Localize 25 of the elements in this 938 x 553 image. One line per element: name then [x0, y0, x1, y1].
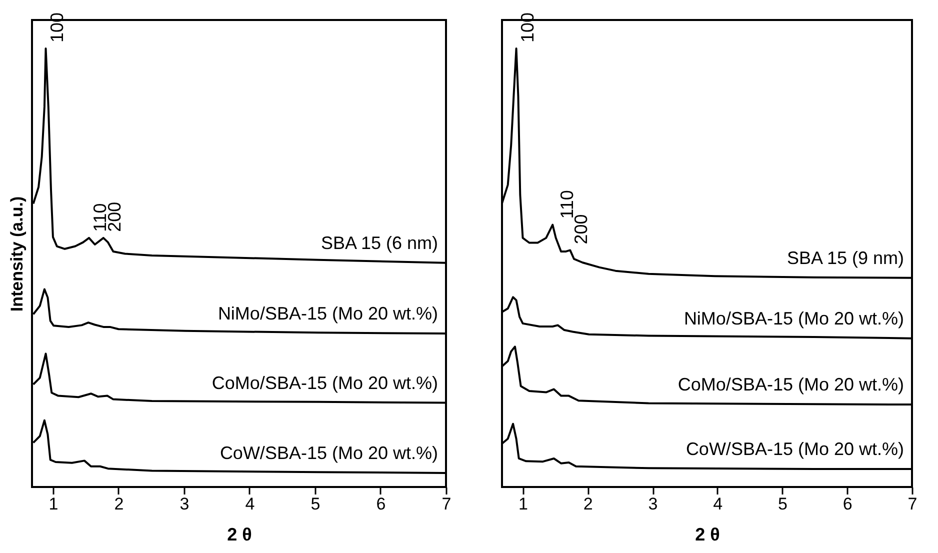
x-axis-title: 2 θ [227, 524, 252, 544]
x-tick-label: 5 [778, 494, 788, 514]
x-tick-label: 5 [310, 494, 320, 514]
x-tick-label: 4 [713, 494, 723, 514]
series-label: NiMo/SBA-15 (Mo 20 wt.%) [684, 308, 904, 328]
x-tick-label: 1 [518, 494, 528, 514]
x-tick-label: 3 [648, 494, 658, 514]
series-label: CoMo/SBA-15 (Mo 20 wt.%) [678, 374, 904, 395]
x-tick-label: 1 [48, 494, 58, 514]
x-tick-label: 6 [376, 494, 386, 514]
x-tick-label: 7 [908, 494, 918, 514]
x-tick-label: 7 [442, 494, 452, 514]
series-label: SBA 15 (6 nm) [320, 232, 438, 253]
series-label: CoW/SBA-15 (Mo 20 wt.%) [220, 442, 438, 463]
series-label: CoMo/SBA-15 (Mo 20 wt.%) [212, 372, 438, 393]
x-axis-title: 2 θ [695, 524, 720, 544]
x-tick-label: 2 [583, 494, 593, 514]
series-label: CoW/SBA-15 (Mo 20 wt.%) [686, 439, 904, 460]
x-tick-label: 6 [842, 494, 852, 514]
series-label: NiMo/SBA-15 (Mo 20 wt.%) [218, 304, 438, 324]
x-tick-label: 2 [114, 494, 124, 514]
series-label: SBA 15 (9 nm) [786, 248, 904, 268]
x-tick-label: 3 [180, 494, 190, 514]
x-tick-label: 4 [245, 494, 255, 514]
y-axis-title: Intensity (a.u.) [8, 196, 26, 312]
